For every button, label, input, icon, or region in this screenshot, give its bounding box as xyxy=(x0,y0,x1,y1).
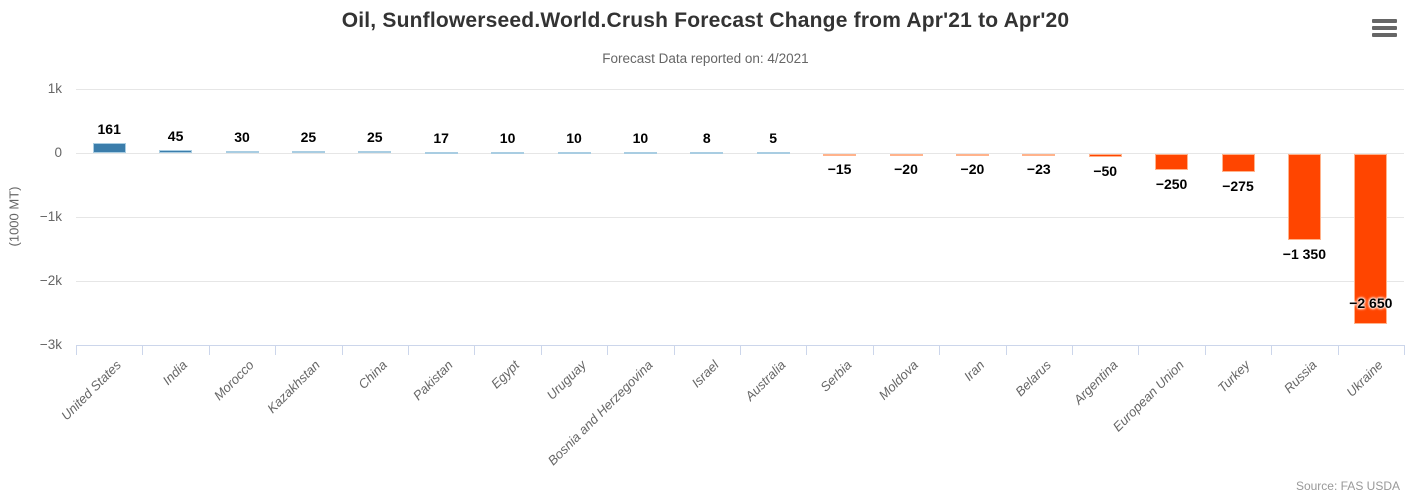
bar-iran[interactable] xyxy=(955,154,989,156)
hamburger-icon xyxy=(1372,19,1397,23)
bar-israel[interactable] xyxy=(690,152,724,154)
hamburger-icon xyxy=(1372,33,1397,37)
data-label: −50 xyxy=(1093,163,1118,180)
bar-uruguay[interactable] xyxy=(557,152,591,154)
x-axis-label: Turkey xyxy=(1214,357,1253,396)
bar-belarus[interactable] xyxy=(1022,154,1056,156)
x-axis-tick xyxy=(1138,345,1140,355)
bar-european-union[interactable] xyxy=(1155,154,1189,170)
x-axis-label: Argentina xyxy=(1070,357,1121,408)
gridline xyxy=(76,153,1404,154)
data-label: −20 xyxy=(960,161,985,178)
source-credit[interactable]: Source: FAS USDA xyxy=(1295,479,1400,493)
data-label: 10 xyxy=(566,130,582,146)
x-axis-tick xyxy=(76,345,77,355)
x-axis-label: Ukraine xyxy=(1343,357,1386,400)
bar-russia[interactable] xyxy=(1287,154,1321,241)
gridline xyxy=(76,217,1404,218)
data-label: 30 xyxy=(234,129,250,146)
x-axis-tick xyxy=(275,345,277,355)
data-label: −1 350 xyxy=(1282,246,1326,263)
x-axis-label: Moldova xyxy=(875,357,921,403)
x-axis-tick xyxy=(1337,345,1339,355)
x-axis-tick xyxy=(540,345,542,355)
data-label: 17 xyxy=(433,129,449,146)
x-axis-tick xyxy=(1404,345,1405,355)
y-axis-label: 0 xyxy=(54,145,62,160)
y-axis-label: −1k xyxy=(39,209,62,224)
export-menu-button[interactable] xyxy=(1369,14,1400,42)
x-axis-tick xyxy=(1204,345,1206,355)
x-axis-tick xyxy=(673,345,675,355)
x-axis-tick xyxy=(1005,345,1007,355)
x-axis-label: Australia xyxy=(741,357,789,404)
x-axis-tick xyxy=(1072,345,1073,355)
x-axis-tick xyxy=(939,345,941,355)
data-label: 161 xyxy=(97,120,121,137)
x-axis-label: India xyxy=(159,357,191,388)
bar-kazakhstan[interactable] xyxy=(291,151,325,154)
bar-morocco[interactable] xyxy=(225,151,259,154)
data-label: −20 xyxy=(894,161,918,178)
x-axis-label: Egypt xyxy=(488,357,523,392)
x-axis-label: Iran xyxy=(960,357,988,384)
data-label: 10 xyxy=(499,130,516,146)
x-axis-label: Morocco xyxy=(211,357,257,404)
x-axis-tick xyxy=(474,345,476,355)
chart-title: Oil, Sunflowerseed.World.Crush Forecast … xyxy=(341,9,1070,32)
data-label: 5 xyxy=(769,130,778,146)
bar-serbia[interactable] xyxy=(823,154,857,156)
data-label: −15 xyxy=(827,161,852,177)
x-axis-label: China xyxy=(355,357,390,392)
x-axis-label: Russia xyxy=(1280,357,1320,397)
data-label: 10 xyxy=(632,130,649,146)
gridline xyxy=(76,89,1404,90)
data-label: −2 650 xyxy=(1349,294,1393,311)
bar-argentina[interactable] xyxy=(1088,154,1122,158)
bar-united-states[interactable] xyxy=(92,142,126,153)
hamburger-icon xyxy=(1372,26,1397,30)
data-label: 8 xyxy=(702,130,711,146)
x-axis-label: Belarus xyxy=(1011,357,1054,400)
y-axis-label: 1k xyxy=(47,81,62,96)
x-axis-tick xyxy=(872,345,874,355)
data-label: 25 xyxy=(300,129,317,146)
data-label: 25 xyxy=(367,129,383,146)
x-axis-tick xyxy=(208,345,210,355)
bar-australia[interactable] xyxy=(756,152,790,154)
x-axis-label: United States xyxy=(58,357,125,424)
x-axis-label: Uruguay xyxy=(543,357,589,403)
x-axis-label: Pakistan xyxy=(410,357,457,404)
x-axis-tick xyxy=(607,345,609,355)
data-label: −275 xyxy=(1222,177,1254,194)
bar-pakistan[interactable] xyxy=(424,151,458,154)
x-axis-label: European Union xyxy=(1109,357,1187,435)
x-axis-label: Serbia xyxy=(817,357,855,395)
x-axis-tick xyxy=(740,345,741,355)
y-axis-label: −2k xyxy=(39,273,62,288)
bar-egypt[interactable] xyxy=(491,152,525,154)
data-label: 45 xyxy=(167,128,184,145)
bar-bosnia-and-herzegovina[interactable] xyxy=(623,152,657,154)
x-axis-tick xyxy=(341,345,343,355)
x-axis-tick xyxy=(408,345,409,355)
x-axis-label: Israel xyxy=(688,357,722,391)
x-axis-label: Kazakhstan xyxy=(264,357,324,416)
data-label: −23 xyxy=(1026,161,1051,178)
x-axis-tick xyxy=(806,345,808,355)
bar-moldova[interactable] xyxy=(889,154,923,156)
x-axis-tick xyxy=(142,345,144,355)
bar-ukraine[interactable] xyxy=(1354,154,1388,324)
bar-china[interactable] xyxy=(358,151,392,154)
bar-india[interactable] xyxy=(159,150,193,153)
chart-subtitle: Forecast Data reported on: 4/2021 xyxy=(602,51,809,66)
x-axis-tick xyxy=(1271,345,1273,355)
data-label: −250 xyxy=(1155,176,1188,192)
bar-turkey[interactable] xyxy=(1221,154,1255,172)
gridline xyxy=(76,281,1404,282)
y-axis-label: −3k xyxy=(39,337,62,352)
